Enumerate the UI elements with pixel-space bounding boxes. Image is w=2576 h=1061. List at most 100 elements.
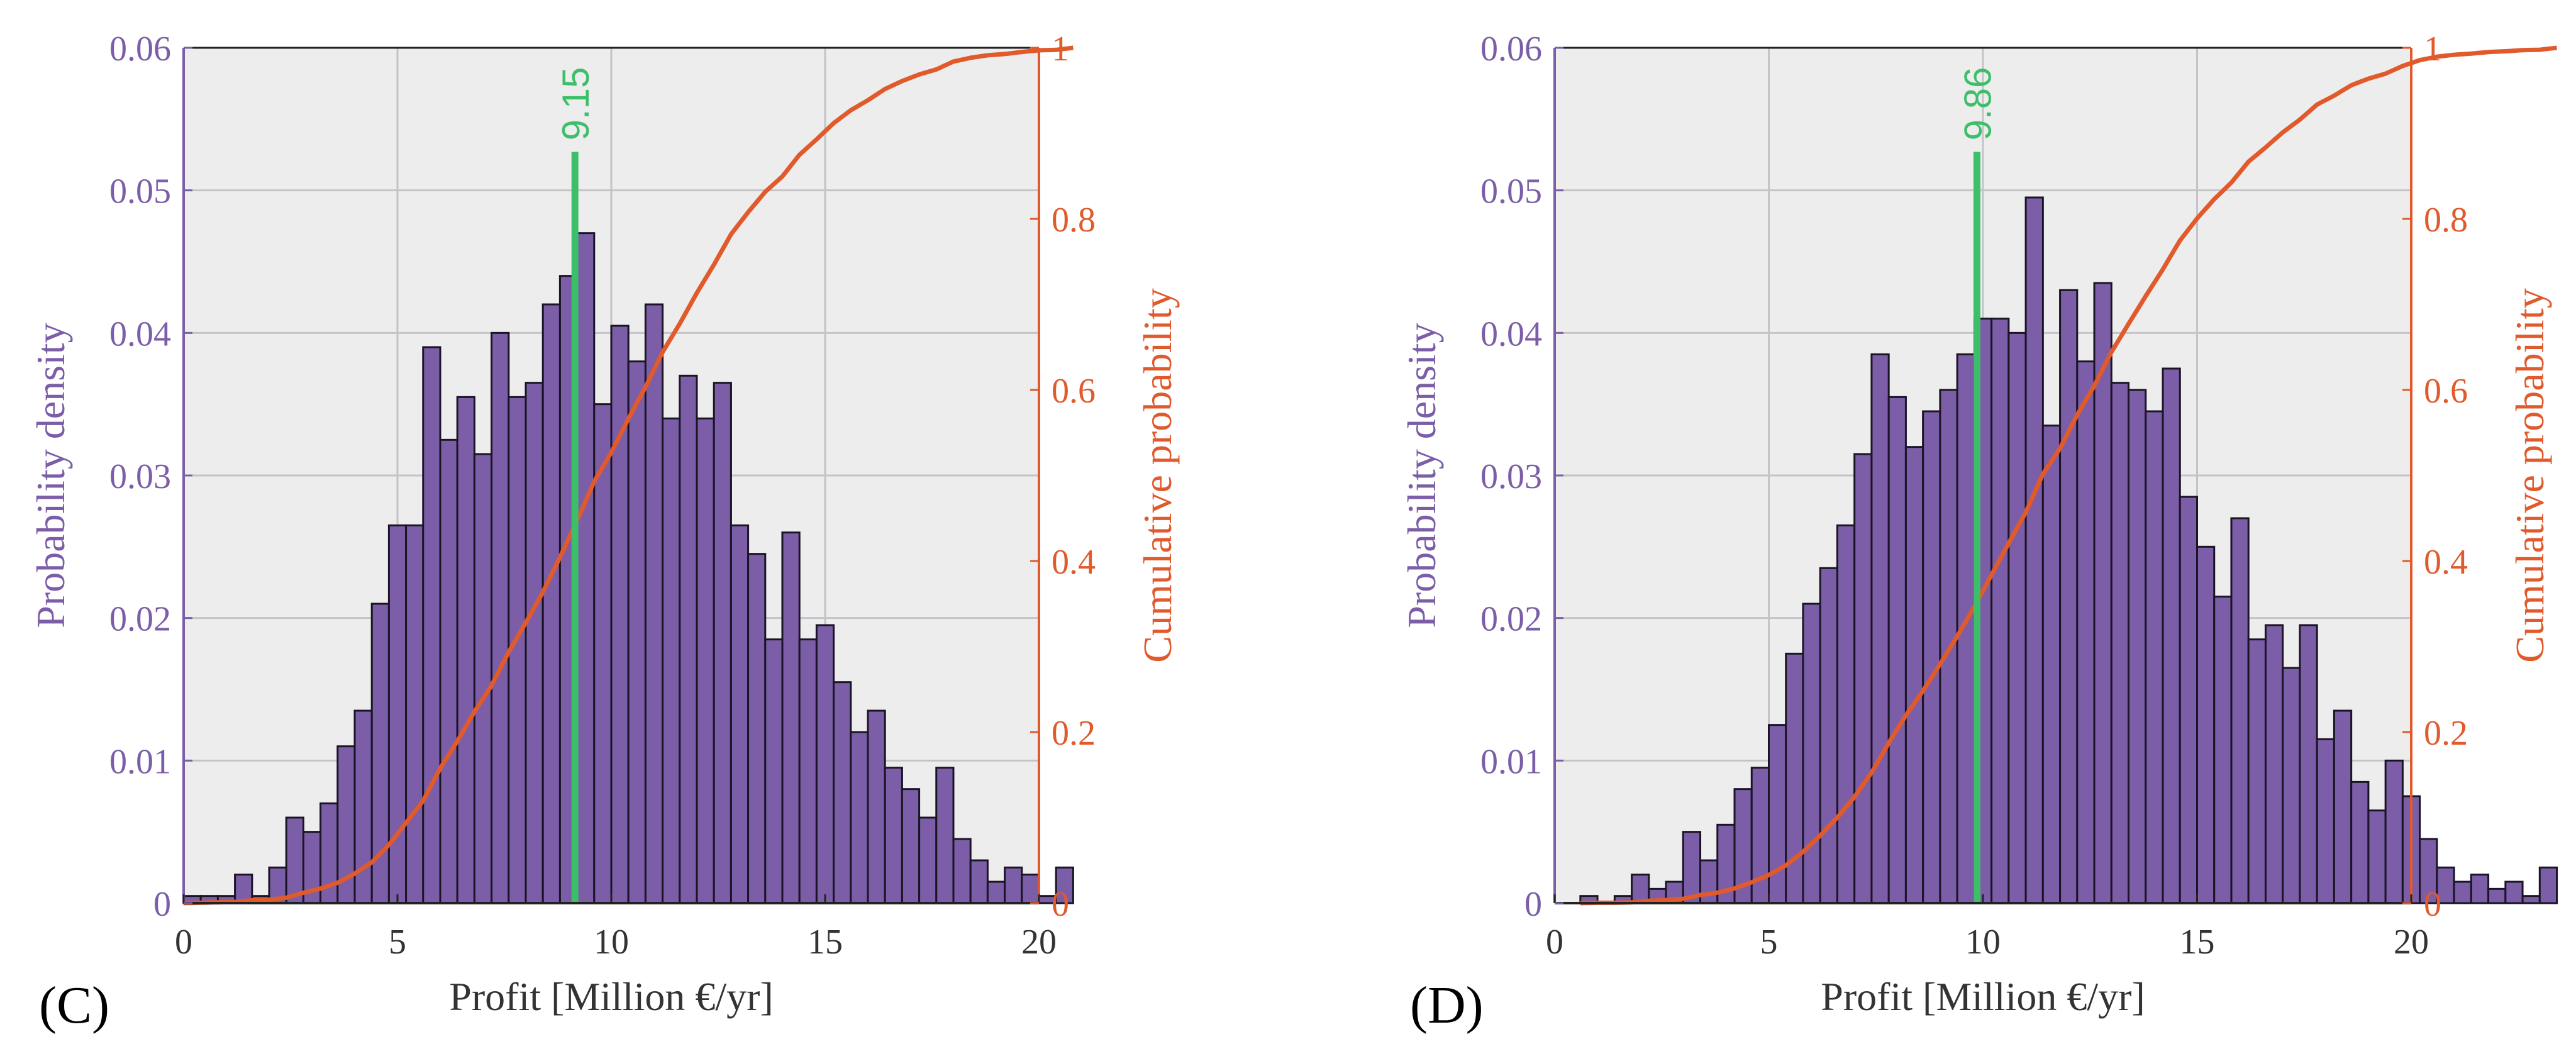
- x-axis-label: Profit [Million €/yr]: [449, 974, 774, 1019]
- histogram-bar: [541, 303, 561, 904]
- histogram-bar: [1836, 524, 1856, 904]
- histogram-bar: [1956, 353, 1975, 904]
- y-right-tick-label: 0.6: [1052, 372, 1096, 411]
- histogram-bar: [2247, 638, 2267, 904]
- cdf-line: [183, 45, 1074, 906]
- histogram-bar: [1021, 874, 1040, 904]
- x-tick-label: 20: [1021, 923, 1057, 962]
- histogram-bar: [2145, 410, 2164, 904]
- histogram-bar: [525, 382, 544, 904]
- histogram-bar: [918, 816, 938, 904]
- histogram-bar: [2367, 809, 2387, 904]
- x-tick-label: 0: [1546, 923, 1563, 962]
- histogram-bar: [2487, 887, 2507, 904]
- histogram-bar: [1887, 396, 1907, 904]
- histogram-bar: [730, 524, 750, 904]
- panel-label: (C): [39, 976, 109, 1035]
- histogram-bar: [2041, 425, 2062, 904]
- y-right-tick-label: 0.8: [2424, 201, 2468, 240]
- y-left-tick-label: 0.05: [109, 172, 171, 211]
- histogram-bars: [1579, 196, 2558, 904]
- histogram-bar: [884, 767, 903, 904]
- histogram-bar: [627, 360, 647, 904]
- x-tick-label: 15: [808, 923, 843, 962]
- histogram-bar: [1922, 410, 1941, 904]
- histogram-bar: [2470, 874, 2490, 904]
- histogram-bar: [2282, 667, 2301, 904]
- y-left-tick-label: 0: [1524, 885, 1542, 924]
- y-right-tick-label: 1: [2424, 30, 2441, 69]
- histogram-bar: [1904, 446, 1924, 904]
- histogram-bar: [1870, 353, 1890, 904]
- y-left-tick-label: 0: [153, 885, 171, 924]
- histogram-bar: [696, 417, 715, 904]
- histogram-bar: [901, 788, 921, 904]
- y-left-tick-label: 0.03: [1480, 457, 1542, 496]
- histogram-bar: [2419, 838, 2438, 904]
- y-right-axis-label: Cumulative probability: [2507, 288, 2552, 662]
- histogram-bar: [2384, 759, 2404, 904]
- histogram-bar: [422, 346, 441, 904]
- histogram-bar: [576, 232, 596, 904]
- histogram-bar: [2521, 895, 2541, 904]
- histogram-bar: [439, 438, 458, 904]
- x-tick-label: 0: [175, 923, 192, 962]
- histogram-bar: [833, 681, 852, 904]
- histogram-bar: [935, 767, 955, 904]
- histogram-bar: [2264, 624, 2284, 904]
- histogram-bar: [850, 731, 869, 904]
- y-left-tick-label: 0.05: [1480, 172, 1542, 211]
- histogram-bars: [182, 232, 1074, 904]
- histogram-bar: [764, 638, 784, 904]
- histogram-bar: [473, 453, 493, 904]
- y-left-axis-label: Probability density: [1399, 323, 1444, 628]
- y-right-tick-label: 0: [1052, 885, 1069, 924]
- x-tick-label: 10: [1965, 923, 2001, 962]
- x-tick-label: 15: [2180, 923, 2215, 962]
- y-left-tick-label: 0.01: [1480, 742, 1542, 781]
- median-label: 9.86: [1957, 67, 1999, 141]
- x-tick-label: 20: [2394, 923, 2429, 962]
- y-right-tick-label: 0.4: [1052, 543, 1096, 582]
- histogram-bar: [2333, 709, 2353, 904]
- histogram-bar: [2213, 596, 2233, 904]
- y-right-tick-label: 0.6: [2424, 372, 2468, 411]
- histogram-bar: [2299, 624, 2318, 904]
- histogram-bar: [644, 303, 664, 904]
- x-tick-label: 10: [594, 923, 629, 962]
- histogram-bar: [285, 816, 304, 904]
- histogram-bar: [2162, 367, 2181, 904]
- histogram-bar: [2024, 196, 2044, 904]
- histogram-bar: [986, 880, 1006, 904]
- histogram-bar: [1802, 603, 1821, 904]
- histogram-bar: [2504, 880, 2524, 904]
- y-left-tick-label: 0.06: [109, 30, 171, 69]
- histogram-bar: [491, 331, 510, 904]
- y-left-axis-label: Probability density: [28, 323, 73, 628]
- histogram-bar: [798, 638, 818, 904]
- y-right-tick-label: 0: [2424, 885, 2441, 924]
- y-right-tick-label: 0.4: [2424, 543, 2468, 582]
- histogram-bar: [1768, 724, 1787, 904]
- y-left-tick-label: 0.03: [109, 457, 171, 496]
- histogram-bar: [2059, 289, 2079, 904]
- y-left-tick-label: 0.02: [1480, 600, 1542, 639]
- y-left-tick-label: 0.06: [1480, 30, 1542, 69]
- histogram-bar: [815, 624, 835, 904]
- histogram-bar: [2128, 389, 2147, 904]
- histogram-bar: [387, 524, 408, 904]
- chart-panel-c: 9.150 5 10 15 2000.010.020.030.040.050.0600.…: [28, 30, 1180, 1035]
- y-left-tick-label: 0.01: [109, 742, 171, 781]
- histogram-bar: [969, 859, 989, 904]
- histogram-bar: [405, 524, 425, 904]
- histogram-bar: [713, 382, 732, 904]
- histogram-bar: [679, 374, 698, 904]
- histogram-bar: [2538, 866, 2558, 904]
- histogram-bar: [2076, 360, 2096, 904]
- histogram-bar: [662, 417, 681, 904]
- y-right-tick-label: 0.2: [1052, 714, 1096, 753]
- histogram-bar: [1055, 866, 1074, 904]
- panel-label: (D): [1410, 976, 1484, 1035]
- x-tick-label: 5: [1760, 923, 1778, 962]
- histogram-bar: [610, 325, 630, 904]
